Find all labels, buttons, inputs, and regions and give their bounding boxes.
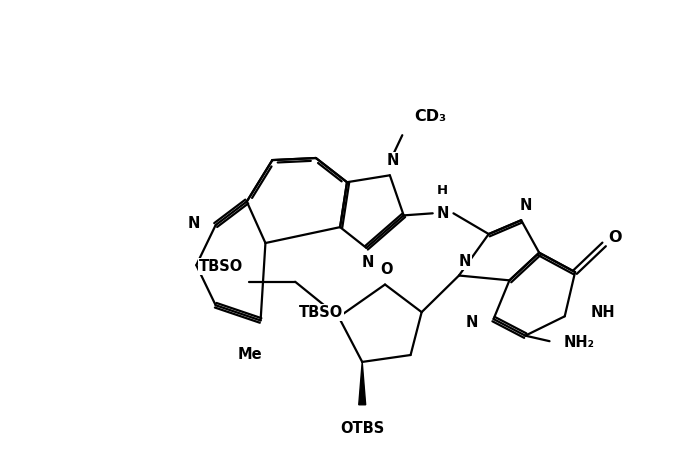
Text: N: N (362, 255, 374, 270)
Polygon shape (359, 362, 366, 405)
Text: H: H (437, 184, 448, 197)
Text: CD₃: CD₃ (415, 109, 447, 124)
Text: N: N (387, 153, 400, 168)
Text: TBSO: TBSO (199, 259, 244, 274)
Text: NH₂: NH₂ (564, 335, 594, 350)
Text: TBSO: TBSO (298, 304, 343, 320)
Text: N: N (458, 254, 471, 269)
Text: N: N (466, 315, 478, 330)
Text: Me: Me (238, 347, 262, 362)
Text: NH: NH (591, 304, 616, 320)
Text: OTBS: OTBS (340, 421, 384, 436)
Text: O: O (380, 262, 393, 277)
Text: N: N (188, 216, 201, 231)
Text: N: N (519, 198, 532, 212)
Text: N: N (437, 206, 448, 221)
Text: O: O (609, 230, 622, 245)
